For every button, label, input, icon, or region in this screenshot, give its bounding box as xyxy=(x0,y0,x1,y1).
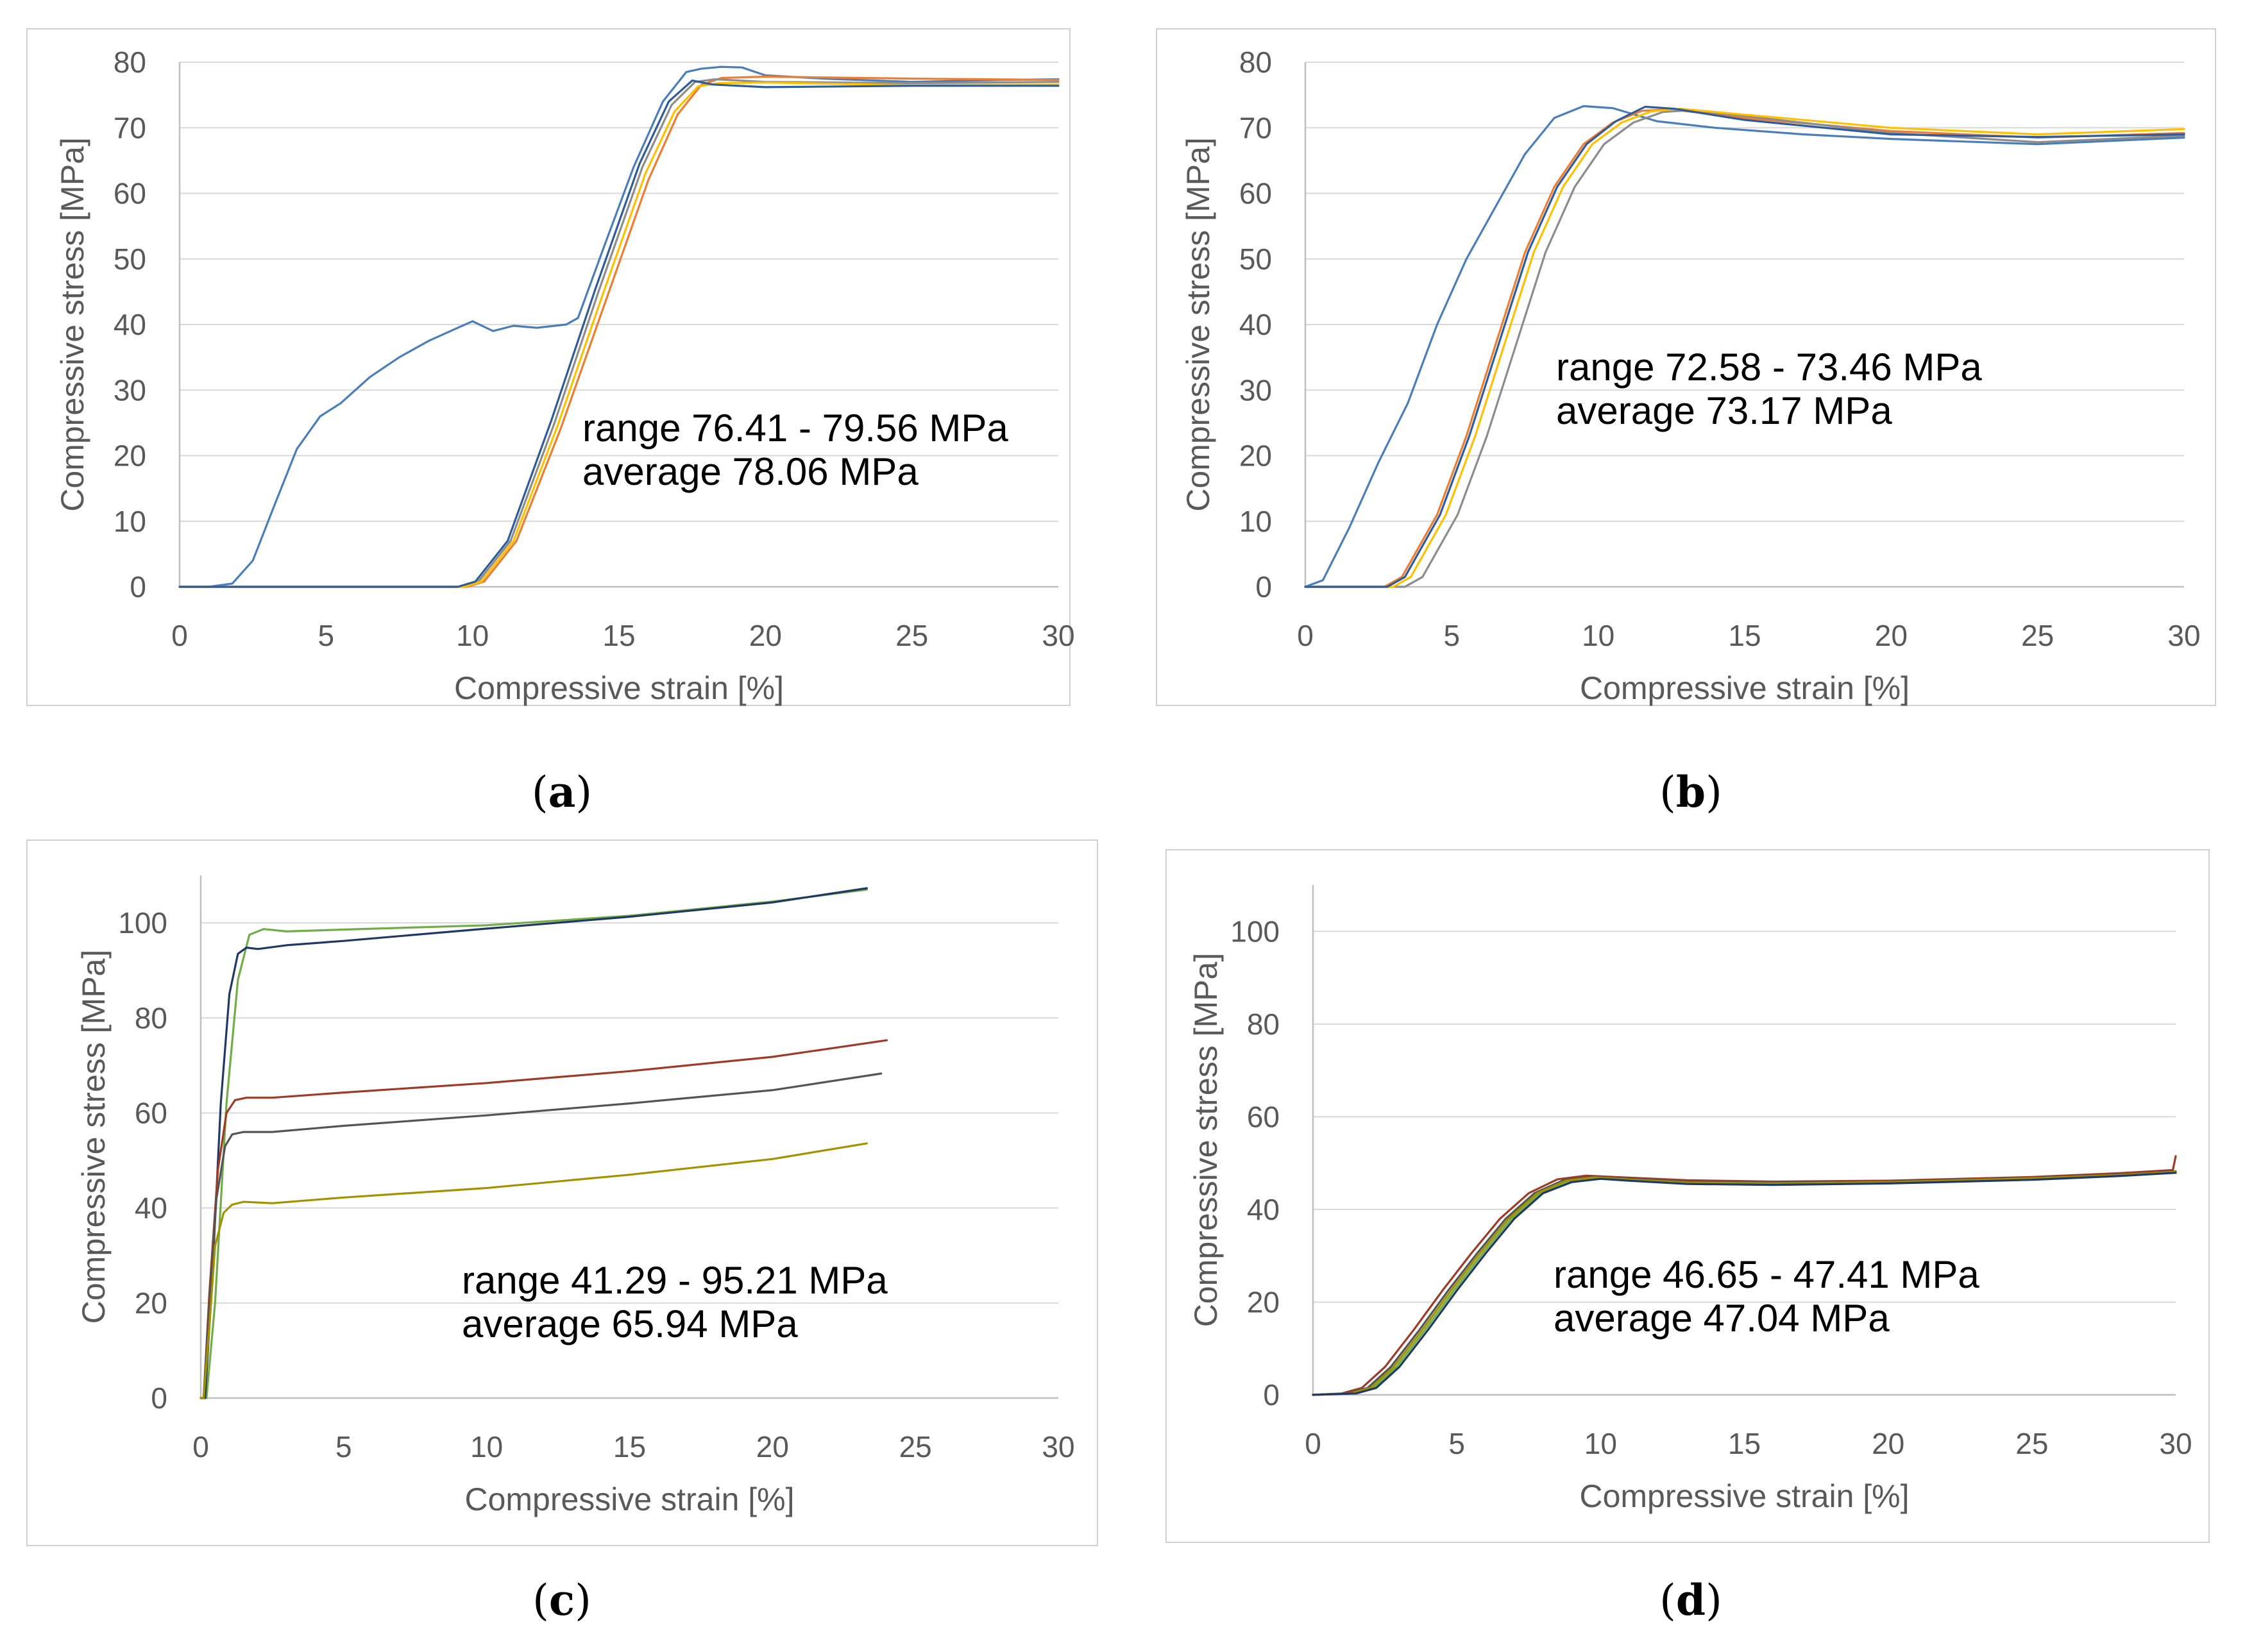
y-tick-label: 100 xyxy=(118,906,167,940)
y-tick-label: 80 xyxy=(114,46,146,79)
y-tick-label: 70 xyxy=(114,111,146,144)
y-tick-label: 60 xyxy=(135,1096,167,1129)
x-axis-title: Compressive strain [%] xyxy=(454,670,784,706)
x-tick-label: 30 xyxy=(2159,1427,2192,1460)
series-line-4 xyxy=(1312,1170,2177,1396)
series-line-1 xyxy=(178,65,1060,588)
x-tick-label: 20 xyxy=(1875,619,1908,652)
panel-caption: (a) xyxy=(532,767,592,817)
y-tick-label: 60 xyxy=(1239,177,1272,210)
y-tick-label: 10 xyxy=(114,505,146,538)
x-tick-label: 0 xyxy=(1305,1427,1321,1460)
y-tick-label: 80 xyxy=(135,1001,167,1034)
series-line-5 xyxy=(199,1142,868,1399)
x-tick-label: 15 xyxy=(602,619,635,652)
series-line-4 xyxy=(199,1072,883,1399)
annotation-range: range 46.65 - 47.41 MPa xyxy=(1554,1253,1979,1296)
x-tick-label: 5 xyxy=(1448,1427,1465,1460)
y-axis-title: Compressive stress [MPa] xyxy=(1180,137,1216,511)
x-tick-label: 15 xyxy=(613,1430,646,1463)
chart-frame xyxy=(1165,849,2210,1543)
annotation-range: range 76.41 - 79.56 MPa xyxy=(582,407,1008,450)
chart-frame xyxy=(26,839,1098,1546)
series-line-5 xyxy=(1312,1172,2177,1396)
x-axis-title: Compressive strain [%] xyxy=(1580,670,1910,706)
series-line-5 xyxy=(1304,105,2185,588)
series-line-1 xyxy=(1304,105,2185,588)
y-tick-label: 20 xyxy=(1247,1285,1280,1319)
y-tick-label: 30 xyxy=(1239,373,1272,407)
y-tick-label: 50 xyxy=(114,242,146,276)
x-tick-label: 5 xyxy=(318,619,335,652)
panel-caption: (b) xyxy=(1659,767,1722,817)
y-tick-label: 40 xyxy=(135,1192,167,1225)
series-line-5 xyxy=(178,80,1060,588)
y-tick-label: 80 xyxy=(1247,1007,1280,1041)
x-tick-label: 25 xyxy=(895,619,928,652)
y-axis-title: Compressive stress [MPa] xyxy=(55,137,90,511)
x-tick-label: 0 xyxy=(171,619,188,652)
annotation-average: average 47.04 MPa xyxy=(1554,1297,1890,1340)
y-tick-label: 10 xyxy=(1239,505,1272,538)
x-tick-label: 15 xyxy=(1728,1427,1761,1460)
panel-caption: (d) xyxy=(1659,1575,1722,1625)
y-tick-label: 0 xyxy=(151,1381,167,1415)
y-tick-label: 40 xyxy=(1247,1193,1280,1226)
x-tick-label: 25 xyxy=(2015,1427,2048,1460)
annotation-range: range 72.58 - 73.46 MPa xyxy=(1556,346,1982,389)
x-axis-title: Compressive strain [%] xyxy=(1579,1478,1909,1514)
y-tick-label: 30 xyxy=(114,373,146,407)
x-axis-title: Compressive strain [%] xyxy=(464,1481,794,1517)
y-tick-label: 50 xyxy=(1239,242,1272,276)
x-tick-label: 25 xyxy=(899,1430,932,1463)
annotation-average: average 78.06 MPa xyxy=(582,450,919,493)
x-tick-label: 20 xyxy=(756,1430,789,1463)
chart-frame xyxy=(26,28,1071,706)
x-tick-label: 0 xyxy=(192,1430,209,1463)
x-tick-label: 25 xyxy=(2021,619,2054,652)
y-tick-label: 20 xyxy=(1239,439,1272,473)
series-line-3 xyxy=(1304,109,2185,588)
annotation-range: range 41.29 - 95.21 MPa xyxy=(462,1259,888,1302)
x-tick-label: 10 xyxy=(470,1430,503,1463)
annotation-average: average 73.17 MPa xyxy=(1556,389,1892,432)
y-tick-label: 80 xyxy=(1239,46,1272,79)
y-axis-title: Compressive stress [MPa] xyxy=(1188,953,1224,1327)
y-tick-label: 20 xyxy=(135,1286,167,1320)
x-tick-label: 15 xyxy=(1728,619,1761,652)
y-tick-label: 0 xyxy=(130,570,146,603)
series-line-4 xyxy=(1304,108,2185,588)
annotation-average: average 65.94 MPa xyxy=(462,1302,798,1345)
y-tick-label: 40 xyxy=(114,308,146,341)
series-line-2 xyxy=(178,75,1060,588)
x-tick-label: 0 xyxy=(1297,619,1314,652)
x-tick-label: 30 xyxy=(2167,619,2200,652)
chart-panel-a: 0 10 20 30 40 50 60 70 80 0 5 10 15 20 25 30 Compressive… xyxy=(26,28,1075,817)
x-tick-label: 30 xyxy=(1042,1430,1074,1463)
series-line-4 xyxy=(178,81,1060,588)
chart-panel-d: 0 20 40 60 80 100 0 5 10 15 20 25 30 Compressive stra… xyxy=(1165,849,2210,1625)
x-tick-label: 5 xyxy=(335,1430,352,1463)
chart-panel-c: 0 20 40 60 80 100 0 5 10 15 20 25 30 Compressive stra… xyxy=(26,839,1098,1625)
y-tick-label: 60 xyxy=(114,177,146,210)
x-tick-label: 20 xyxy=(749,619,782,652)
y-tick-label: 70 xyxy=(1239,111,1272,144)
panel-caption: (c) xyxy=(532,1575,591,1625)
y-axis-title: Compressive stress [MPa] xyxy=(76,950,112,1324)
y-tick-label: 60 xyxy=(1247,1100,1280,1133)
y-tick-label: 40 xyxy=(1239,308,1272,341)
x-tick-label: 10 xyxy=(1584,1427,1617,1460)
x-tick-label: 10 xyxy=(456,619,489,652)
chart-panel-b: 0 10 20 30 40 50 60 70 80 0 5 10 15 20 25 30 Compressive… xyxy=(1156,28,2216,817)
y-tick-label: 0 xyxy=(1255,570,1272,603)
y-tick-label: 0 xyxy=(1263,1378,1280,1412)
x-tick-label: 10 xyxy=(1582,619,1614,652)
x-tick-label: 20 xyxy=(1872,1427,1904,1460)
y-tick-label: 100 xyxy=(1230,914,1280,948)
x-tick-label: 5 xyxy=(1444,619,1461,652)
y-tick-label: 20 xyxy=(114,439,146,473)
x-tick-label: 30 xyxy=(1042,619,1074,652)
